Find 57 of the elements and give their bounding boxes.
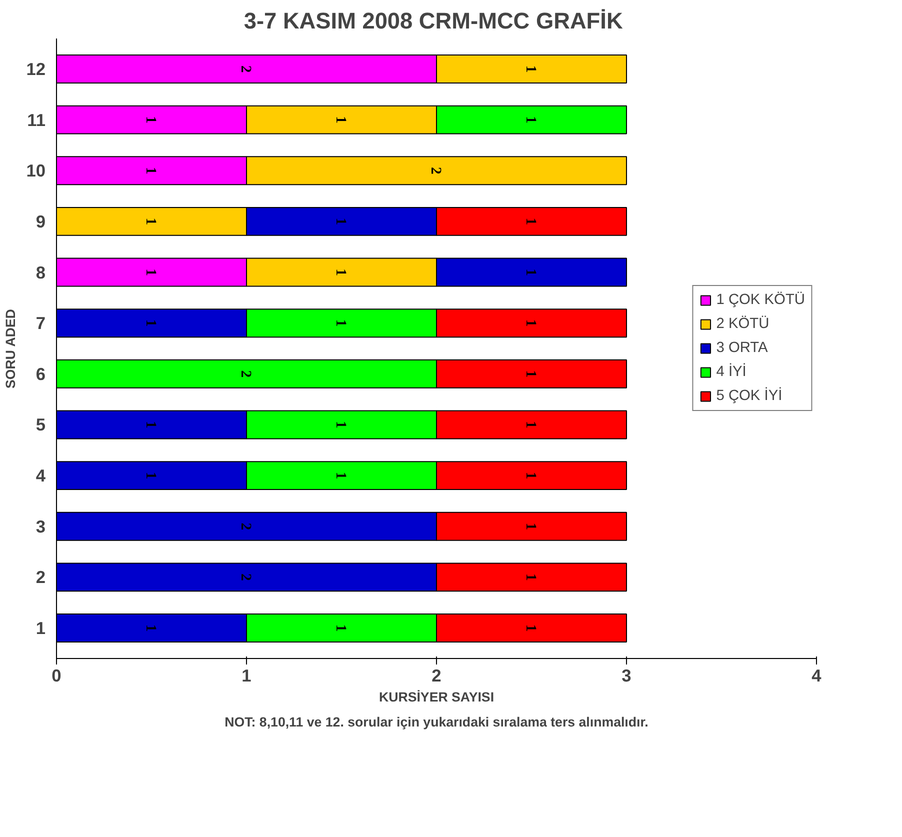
data-label: 1 [332,319,348,327]
data-label: 1 [522,218,538,226]
data-label: 1 [142,319,158,327]
legend-label: 2 KÖTÜ [716,316,770,332]
data-label: 1 [142,268,158,276]
y-tick-label: 5 [36,414,46,435]
data-label: 1 [332,421,348,428]
data-label: 2 [238,370,254,378]
data-label: 1 [332,116,348,124]
y-tick-label: 1 [36,618,46,638]
data-label: 2 [238,574,254,581]
y-tick-label: 2 [36,567,46,588]
x-tick-label: 1 [242,666,252,686]
y-tick-label: 6 [36,364,46,384]
x-axis-title: KURSİYER SAYISI [378,690,494,704]
x-tick-label: 0 [52,666,62,686]
data-label: 2 [238,65,254,73]
x-tick-label: 4 [812,666,822,686]
data-label: 1 [332,472,348,480]
y-tick-label: 10 [26,160,46,181]
data-label: 1 [332,624,348,632]
legend-label: 1 ÇOK KÖTÜ [716,292,805,308]
data-label: 2 [428,166,444,174]
data-label: 1 [332,268,348,276]
x-tick-label: 3 [622,666,632,686]
text: NOT: 8,10,11 ve 12. sorular için yukarıdaki sıralama ters alınmalıdır. [224,714,648,730]
y-tick-label: 8 [36,262,46,282]
data-label: 1 [522,370,538,378]
data-label: 1 [142,624,158,632]
data-label: 1 [142,218,158,226]
data-label: 1 [522,65,538,73]
legend-label: 4 İYİ [716,364,746,380]
data-label: 1 [522,319,538,327]
legend-label: 5 ÇOK İYİ [716,388,782,404]
y-tick-label: 9 [36,211,46,232]
data-label: 1 [142,116,158,124]
y-tick-label: 4 [36,466,46,486]
chart-title: 3-7 KASIM 2008 CRM-MCC GRAFİK [244,8,624,34]
y-tick-label: 11 [27,110,46,130]
data-label: 1 [522,116,538,124]
data-label: 1 [142,166,158,174]
data-label: 1 [522,574,538,581]
x-tick-label: 2 [432,666,442,686]
data-label: 1 [522,472,538,480]
y-tick-label: 7 [36,313,46,334]
y-tick-label: 3 [36,516,46,536]
data-label: 1 [522,522,538,530]
data-label: 1 [522,624,538,632]
data-label: 1 [522,421,538,428]
data-label: 1 [332,218,348,226]
legend-label: 3 ORTA [716,340,768,356]
data-label: 1 [142,472,158,480]
data-label: 1 [142,421,158,428]
y-tick-label: 12 [26,58,46,79]
y-axis-title: SORU ADED [3,308,18,388]
data-label: 2 [238,522,254,530]
data-label: 1 [522,268,538,276]
